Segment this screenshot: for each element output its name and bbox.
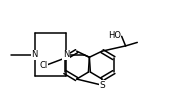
Text: HO: HO [108, 31, 121, 40]
Text: S: S [99, 81, 105, 90]
Text: N: N [63, 50, 69, 59]
Text: Cl: Cl [39, 61, 47, 70]
Text: N: N [31, 50, 38, 59]
